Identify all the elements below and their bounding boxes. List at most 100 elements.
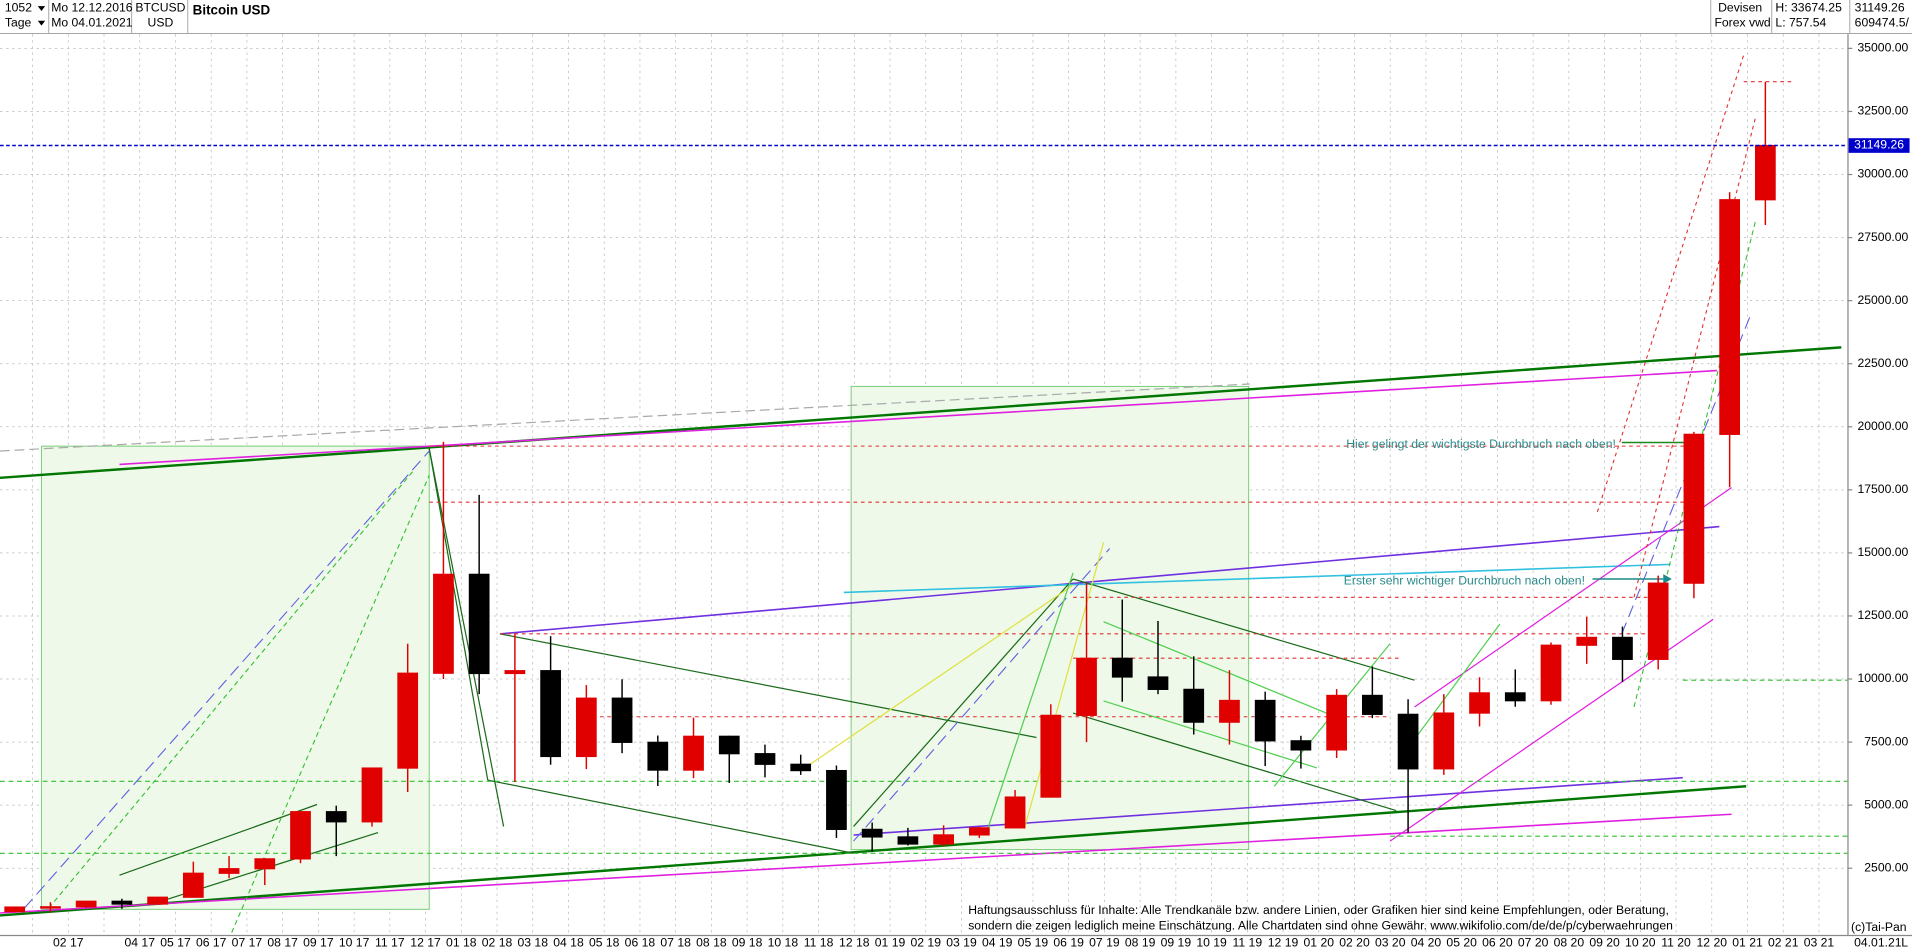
y-tick-label: 25000.00 bbox=[1857, 293, 1908, 307]
y-tick-label: 32500.00 bbox=[1857, 104, 1908, 118]
x-tick-label: 11 19 bbox=[1233, 936, 1263, 950]
y-tick-label: 27500.00 bbox=[1857, 230, 1908, 244]
candle-body bbox=[147, 896, 168, 905]
trend-line bbox=[0, 785, 1747, 917]
candle-body bbox=[968, 827, 990, 836]
candle-body bbox=[4, 906, 26, 913]
candle-body bbox=[826, 769, 847, 830]
x-tick-label: 10 19 bbox=[1196, 936, 1227, 950]
candle-body bbox=[397, 672, 419, 769]
candle-body bbox=[75, 900, 97, 908]
x-tick-label: 10 18 bbox=[768, 936, 799, 950]
dropdown-arrow[interactable] bbox=[37, 6, 46, 11]
candle-body bbox=[1254, 699, 1276, 742]
x-tick-label: 04 18 bbox=[553, 936, 584, 950]
candle-body bbox=[933, 834, 954, 845]
candle-body bbox=[361, 767, 383, 823]
candle-body bbox=[1469, 692, 1490, 714]
disclaimer: Haftungsausschluss für Inhalte: Alle Tre… bbox=[968, 903, 1669, 917]
trend-line bbox=[853, 578, 1074, 827]
trend-line bbox=[1401, 623, 1501, 757]
x-tick-label: 12 20 bbox=[1697, 936, 1728, 950]
x-tick-label: 11 20 bbox=[1661, 936, 1691, 950]
trend-line bbox=[23, 450, 430, 909]
trend-line bbox=[804, 584, 1074, 769]
y-tick-label: 2500.00 bbox=[1864, 860, 1908, 874]
x-tick-label: 09 17 bbox=[303, 936, 334, 950]
trend-line bbox=[119, 803, 318, 876]
candle-body bbox=[1326, 694, 1347, 751]
y-tick-label: 22500.00 bbox=[1857, 356, 1908, 370]
x-tick-label: 05 17 bbox=[160, 936, 191, 950]
candle-body bbox=[1111, 657, 1133, 678]
y-tick-label: 7500.00 bbox=[1864, 734, 1908, 748]
candle-body bbox=[1290, 740, 1312, 751]
trend-line bbox=[0, 813, 1732, 914]
drawings bbox=[0, 54, 1848, 933]
symbol: BTCUSD bbox=[135, 1, 185, 15]
exchange: Devisen bbox=[1718, 1, 1762, 15]
trend-line bbox=[1072, 578, 1415, 681]
x-tick-label: 02 18 bbox=[482, 936, 513, 950]
trend-line bbox=[1103, 621, 1342, 720]
x-tick-label: 03 19 bbox=[946, 936, 977, 950]
x-tick-label: 04 17 bbox=[124, 936, 155, 950]
candle-body bbox=[647, 741, 669, 771]
x-tick-label: 05 20 bbox=[1446, 936, 1477, 950]
trend-line bbox=[428, 448, 489, 781]
trend-line bbox=[1023, 542, 1105, 830]
x-tick-label: 06 20 bbox=[1482, 936, 1513, 950]
y-tick-label: 20000.00 bbox=[1857, 419, 1908, 433]
annotation: Hier gelingt der wichtigste Durchbruch n… bbox=[1346, 437, 1616, 451]
x-tick-label: 10 17 bbox=[339, 936, 370, 950]
annotation: Erster sehr wichtiger Durchbruch nach ob… bbox=[1344, 574, 1585, 588]
candle-body bbox=[1433, 712, 1455, 770]
x-tick-label: 12 19 bbox=[1268, 936, 1299, 950]
candle-body bbox=[433, 573, 454, 674]
trend-line bbox=[853, 548, 1111, 842]
x-tick-label: 02 17 bbox=[53, 936, 84, 950]
candle-body bbox=[1040, 714, 1062, 798]
candle-body bbox=[718, 735, 740, 755]
trend-line bbox=[428, 448, 505, 827]
candle-body bbox=[683, 735, 704, 771]
candle-body bbox=[1755, 144, 1776, 201]
candle-body bbox=[325, 811, 347, 823]
dropdown-arrow[interactable] bbox=[37, 20, 46, 26]
x-tick-label: 03 18 bbox=[517, 936, 548, 950]
candle-body bbox=[1719, 199, 1741, 435]
x-tick-label: 06 17 bbox=[196, 936, 227, 950]
candle-body bbox=[1647, 582, 1669, 660]
x-tick-label: 04 20 bbox=[1411, 936, 1442, 950]
last-price-box bbox=[1848, 138, 1910, 153]
x-tick-label: 02 20 bbox=[1339, 936, 1370, 950]
x-tick-label: 02 21 bbox=[1768, 936, 1799, 950]
candle-body bbox=[611, 697, 633, 743]
period[interactable]: Tage bbox=[5, 15, 32, 29]
candle-body bbox=[468, 573, 490, 675]
chart-title: Bitcoin USD bbox=[193, 3, 271, 18]
trend-line bbox=[119, 369, 1717, 466]
x-tick-label: 06 19 bbox=[1053, 936, 1084, 950]
trend-line bbox=[843, 563, 1671, 594]
candle-body bbox=[1004, 796, 1026, 829]
candle-body bbox=[254, 858, 276, 870]
last: 31149.26 bbox=[1855, 1, 1905, 15]
volume: 609474.5/ bbox=[1855, 15, 1910, 29]
candle-body bbox=[1076, 657, 1097, 716]
candle-body bbox=[1683, 433, 1705, 584]
trend-line bbox=[1103, 700, 1318, 769]
trend-line bbox=[487, 779, 854, 854]
x-tick-label: 08 18 bbox=[696, 936, 727, 950]
start-date: Mo 12.12.2016 bbox=[51, 1, 133, 15]
x-tick-label: 05 19 bbox=[1018, 936, 1049, 950]
date-label: 04.01.21 bbox=[1854, 936, 1902, 950]
y-tick-label: 12500.00 bbox=[1857, 608, 1908, 622]
y-tick-label: 35000.00 bbox=[1857, 41, 1908, 55]
count[interactable]: 1052 bbox=[5, 1, 32, 15]
x-tick-label: 07 19 bbox=[1089, 936, 1120, 950]
trend-line bbox=[0, 346, 1842, 480]
trend-line bbox=[48, 468, 416, 909]
candle-body bbox=[790, 763, 812, 772]
